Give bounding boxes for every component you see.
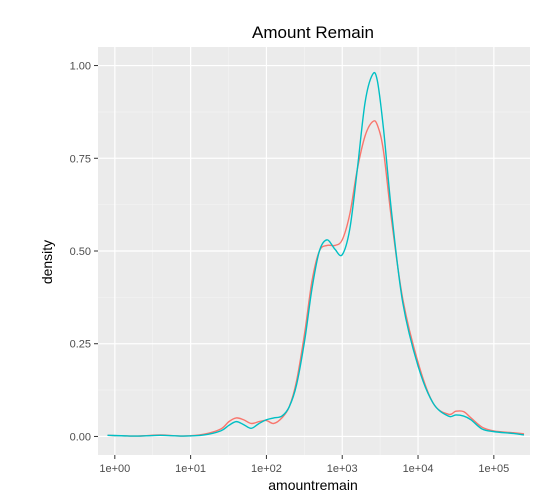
axes: 0.00 0.25 0.50 0.75 1.00 1e+00 1e+01 1e+02 1e+03… (70, 61, 510, 475)
y-tick-label: 0.75 (70, 153, 91, 165)
y-tick-label: 0.25 (70, 339, 91, 351)
x-tick-label: 1e+02 (251, 463, 282, 475)
y-axis-title: density (39, 240, 55, 284)
series-lines (107, 71, 525, 437)
grid-lines (98, 47, 530, 455)
x-tick-label: 1e+03 (327, 463, 358, 475)
y-tick-label: 1.00 (70, 61, 91, 73)
x-tick-label: 1e+04 (403, 463, 434, 475)
x-tick-label: 1e+01 (175, 463, 206, 475)
y-tick-label: 0.50 (70, 246, 91, 258)
density-line-series-2 (107, 71, 525, 437)
y-tick-label: 0.00 (70, 431, 91, 443)
x-tick-label: 1e+05 (478, 463, 509, 475)
x-axis-title: amountremain (268, 477, 358, 493)
x-tick-label: 1e+00 (99, 463, 130, 475)
chart-title: Amount Remain (252, 23, 374, 42)
